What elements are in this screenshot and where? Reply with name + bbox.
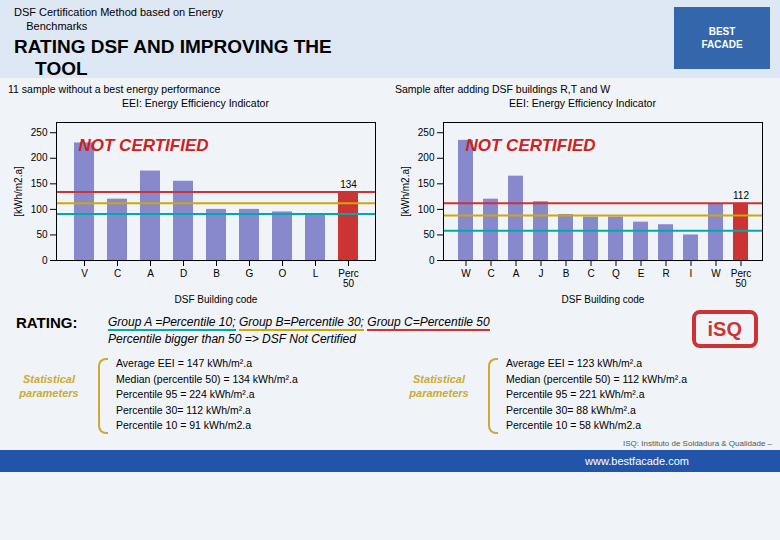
svg-text:250: 250 <box>418 127 435 138</box>
svg-text:100: 100 <box>418 204 435 215</box>
svg-text:112: 112 <box>733 190 749 201</box>
svg-text:100: 100 <box>31 204 48 215</box>
html-text:iSQ: iSQ <box>707 318 742 340</box>
html-text:DSF Certification Method based: DSF Certification Method based on Energy… <box>14 6 224 32</box>
html-text:11 sample without a best energ: 11 sample without a best energy performa… <box>8 83 221 95</box>
svg-text:B: B <box>563 268 570 279</box>
svg-text:V: V <box>81 268 88 279</box>
svg-text:Q: Q <box>612 268 620 279</box>
html-text:Average EEI = 147 kWh/m².a: Average EEI = 147 kWh/m².a <box>116 357 253 369</box>
svg-text:L: L <box>313 268 319 279</box>
html-text:EEI: Energy Efficiency Indicat: EEI: Energy Efficiency Indicator <box>122 97 269 109</box>
html-text:Statistical parameters: Statistical parameters <box>409 373 469 399</box>
svg-text:W: W <box>461 268 471 279</box>
svg-text:50: 50 <box>36 229 48 240</box>
svg-text:NOT CERTIFIED: NOT CERTIFIED <box>79 136 209 155</box>
html-text:BEST FACADE: BEST FACADE <box>701 26 743 50</box>
svg-text:B: B <box>213 268 220 279</box>
html-text:Percentile 95 = 221 kWh/m².a: Percentile 95 = 221 kWh/m².a <box>506 388 645 400</box>
svg-text:134: 134 <box>340 179 357 190</box>
html-text:Median (percentile 50) = 134 k: Median (percentile 50) = 134 kWh/m².a <box>116 372 298 385</box>
svg-text:E: E <box>638 268 645 279</box>
svg-text:A: A <box>513 268 520 279</box>
svg-text:NOT CERTIFIED: NOT CERTIFIED <box>466 136 596 155</box>
svg-text:250: 250 <box>31 127 48 138</box>
svg-text:J: J <box>539 268 544 279</box>
svg-text:R: R <box>662 268 669 279</box>
html-text:Median (percentile 50) = 112 k: Median (percentile 50) = 112 kWh/m².a <box>506 372 687 385</box>
svg-text:D: D <box>180 268 187 279</box>
svg-text:150: 150 <box>31 178 48 189</box>
svg-text:[kWh/m2.a]: [kWh/m2.a] <box>13 166 24 217</box>
html-text:Percentile bigger than 50 => D: Percentile bigger than 50 => DSF Not Cer… <box>108 332 356 346</box>
html-text:Statistical parameters: Statistical parameters <box>19 373 79 399</box>
svg-text:150: 150 <box>418 178 435 189</box>
html-text:ISQ: Instituto de Soldadura &: ISQ: Instituto de Soldadura & Qualidade … <box>623 439 772 448</box>
svg-text:[kWh/m2.a]: [kWh/m2.a] <box>400 166 411 217</box>
html-text:Percentile 10 = 91 kWh/m2.a: Percentile 10 = 91 kWh/m2.a <box>116 419 252 431</box>
svg-text:200: 200 <box>418 152 435 163</box>
svg-text:W: W <box>711 268 721 279</box>
html-text:Percentile 95 = 224 kWh/m².a: Percentile 95 = 224 kWh/m².a <box>116 388 255 400</box>
svg-text:C: C <box>114 268 121 279</box>
svg-text:200: 200 <box>31 152 48 163</box>
html-text:Percentile 30= 88 kWh/m².a: Percentile 30= 88 kWh/m².a <box>506 403 636 416</box>
svg-text:0: 0 <box>429 255 435 266</box>
svg-text:C: C <box>587 268 594 279</box>
svg-text:I: I <box>690 268 693 279</box>
svg-text:DSF Building code: DSF Building code <box>175 294 258 305</box>
html-text:RATING DSF AND IMPROVING THE T: RATING DSF AND IMPROVING THE TOOL <box>14 36 332 79</box>
svg-text:Perc50: Perc50 <box>338 268 359 289</box>
svg-text:0: 0 <box>42 255 48 266</box>
html-text:EEI: Energy Efficiency Indicat: EEI: Energy Efficiency Indicator <box>509 97 656 109</box>
html-text:www.bestfacade.com: www.bestfacade.com <box>585 455 689 467</box>
svg-text:50: 50 <box>423 229 435 240</box>
svg-text:O: O <box>279 268 287 279</box>
svg-text:Perc50: Perc50 <box>731 268 752 289</box>
svg-text:A: A <box>147 268 154 279</box>
svg-text:C: C <box>487 268 494 279</box>
html-text:Average EEI = 123 kWh/m².a: Average EEI = 123 kWh/m².a <box>506 357 643 369</box>
html-text:Group A =Percentile 10; Group: Group A =Percentile 10; Group B=Percenti… <box>108 315 490 329</box>
html-text:RATING:: RATING: <box>16 314 78 331</box>
svg-text:DSF Building code: DSF Building code <box>562 294 645 305</box>
svg-text:G: G <box>246 268 254 279</box>
html-text:Sample after adding DSF buildi: Sample after adding DSF buildings R,T an… <box>395 83 611 95</box>
html-text:Percentile 10 = 58 kWh/m2.a: Percentile 10 = 58 kWh/m2.a <box>506 419 642 431</box>
html-text:Percentile 30= 112 kWh/m².a: Percentile 30= 112 kWh/m².a <box>116 403 251 416</box>
